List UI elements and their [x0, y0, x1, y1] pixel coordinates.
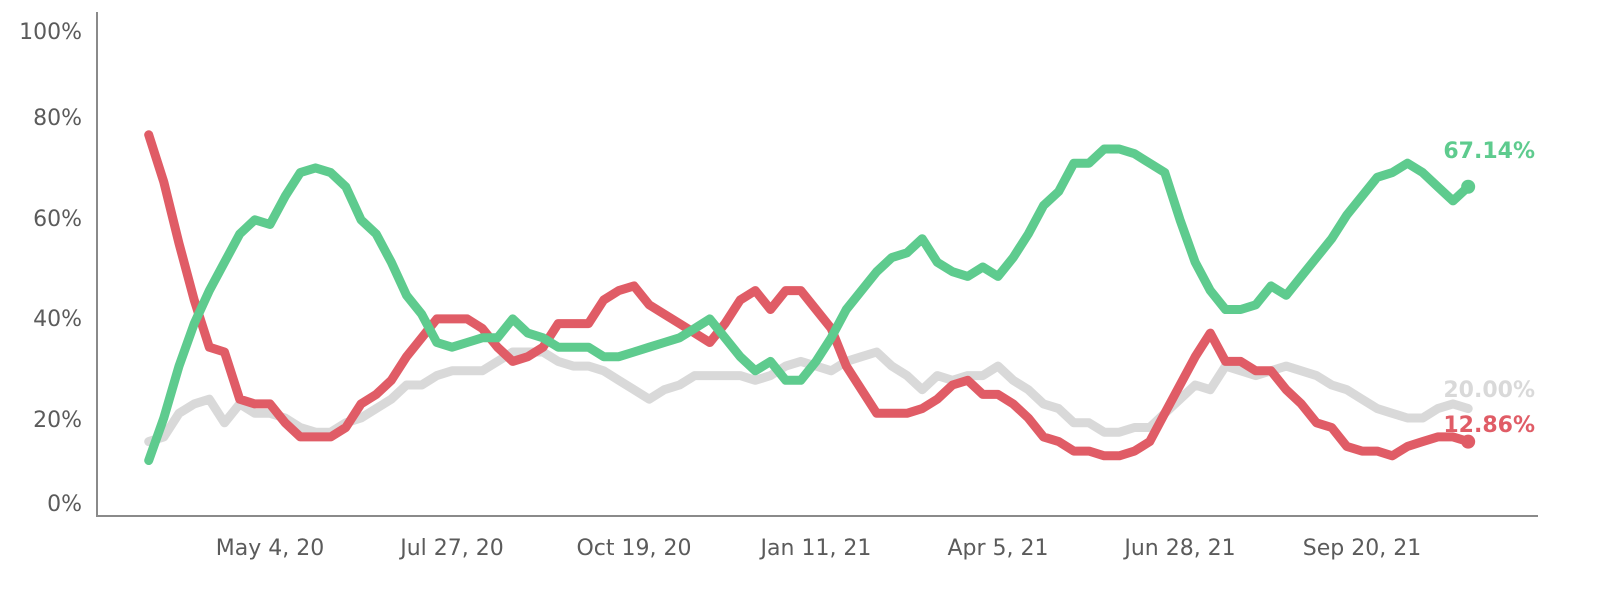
series-line-red — [144, 130, 1473, 461]
y-tick-label: 100% — [19, 20, 82, 45]
series-layer — [144, 130, 1476, 465]
series-end-point-green — [1461, 179, 1476, 194]
series-end-label-green: 67.14% — [1443, 139, 1535, 164]
y-tick-label: 80% — [33, 106, 82, 131]
x-axis-ticks: May 4, 20 Jul 27, 20 Oct 19, 20 Jan 11, 21 A… — [216, 536, 1421, 561]
series-end-point-red — [1461, 434, 1476, 449]
x-tick-label: Oct 19, 20 — [576, 536, 691, 561]
series-line-green — [144, 144, 1473, 465]
x-tick-label: May 4, 20 — [216, 536, 324, 561]
series-end-label-gray: 20.00% — [1443, 378, 1535, 403]
x-tick-label: Sep 20, 21 — [1303, 536, 1421, 561]
x-tick-label: Jul 27, 20 — [398, 536, 504, 561]
y-tick-label: 60% — [33, 207, 82, 232]
y-axis-ticks: 0% 20% 40% 60% 80% 100% — [19, 20, 82, 517]
x-tick-label: Apr 5, 21 — [947, 536, 1048, 561]
y-tick-label: 40% — [33, 307, 82, 332]
y-tick-label: 20% — [33, 408, 82, 433]
x-tick-label: Jan 11, 21 — [759, 536, 872, 561]
end-labels: 20.00% 12.86% 67.14% — [1443, 139, 1535, 438]
series-end-label-red: 12.86% — [1443, 413, 1535, 438]
y-tick-label: 0% — [47, 492, 82, 517]
x-tick-label: Jun 28, 21 — [1122, 536, 1235, 561]
